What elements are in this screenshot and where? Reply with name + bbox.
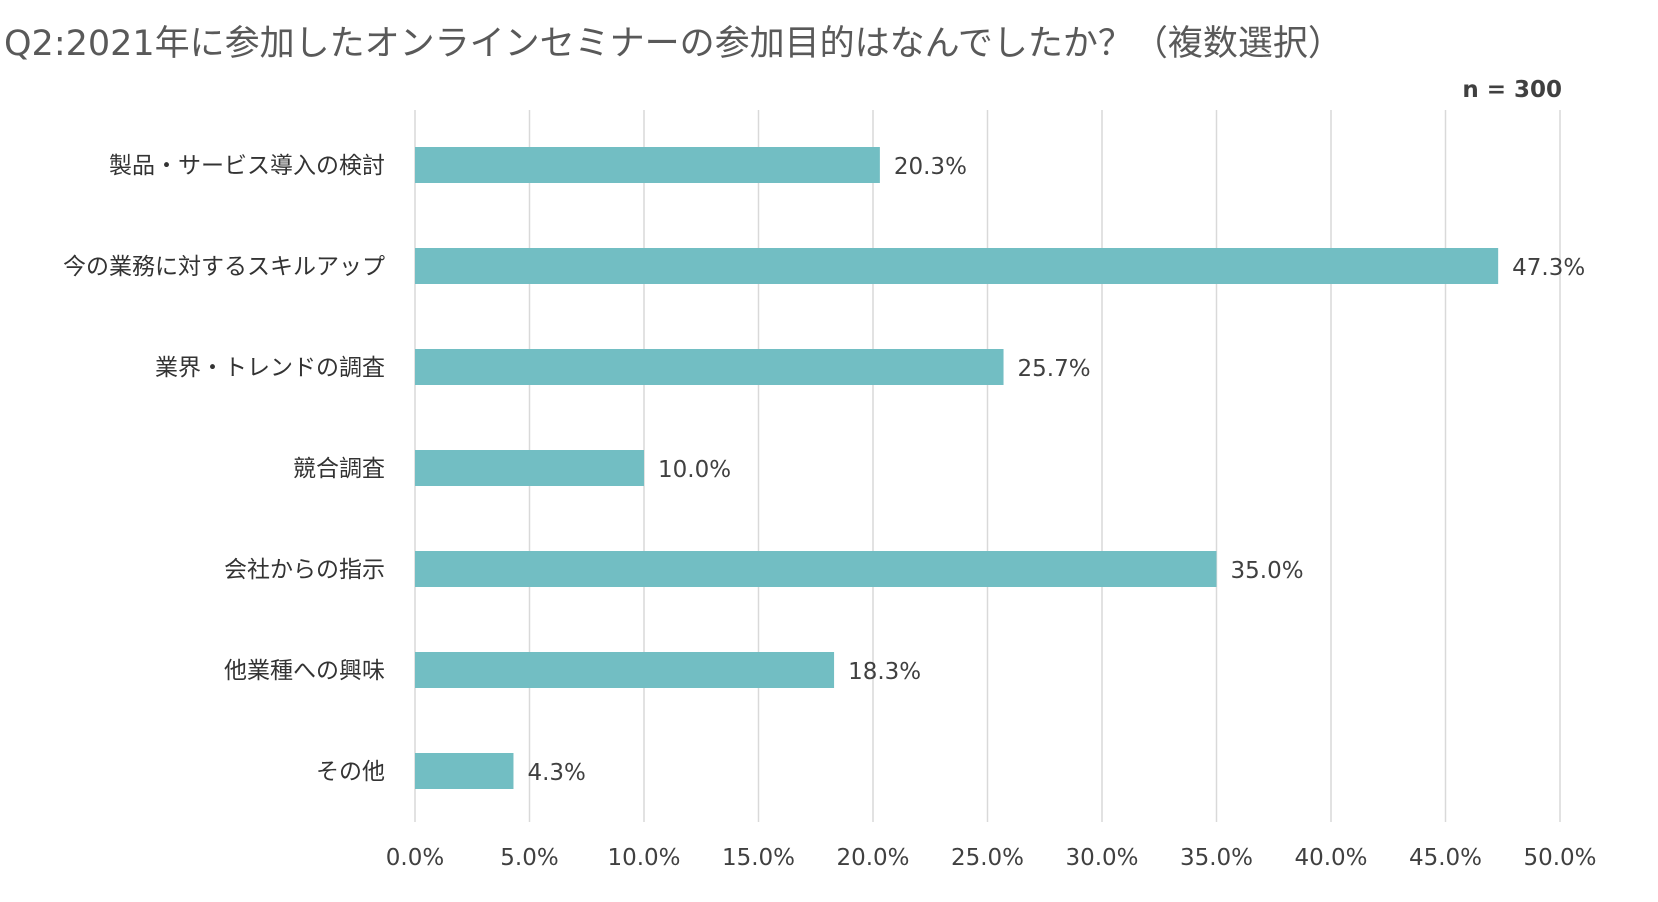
x-tick-label: 10.0% (607, 845, 680, 871)
sample-size-label: n = 300 (1462, 77, 1562, 103)
x-tick-label: 25.0% (951, 845, 1024, 871)
x-tick-label: 5.0% (500, 845, 558, 871)
x-tick-label: 40.0% (1294, 845, 1367, 871)
x-tick-label: 0.0% (386, 845, 444, 871)
category-label: 今の業務に対するスキルアップ (63, 254, 385, 280)
bar (415, 753, 514, 789)
x-tick-label: 30.0% (1065, 845, 1138, 871)
value-label: 47.3% (1512, 255, 1585, 281)
category-label: 他業種への興味 (224, 658, 385, 684)
value-label: 25.7% (1018, 356, 1091, 382)
bar (415, 147, 880, 183)
category-label: 業界・トレンドの調査 (155, 355, 385, 381)
value-label: 4.3% (527, 760, 585, 786)
category-label: 製品・サービス導入の検討 (109, 153, 385, 179)
category-label: 会社からの指示 (224, 557, 385, 583)
x-tick-label: 45.0% (1409, 845, 1482, 871)
x-tick-label: 35.0% (1180, 845, 1253, 871)
category-label: 競合調査 (293, 456, 385, 482)
x-tick-label: 20.0% (836, 845, 909, 871)
chart-title: Q2:2021年に参加したオンラインセミナーの参加目的はなんでしたか？（複数選択… (4, 24, 1343, 64)
bar (415, 652, 835, 688)
value-labels: 20.3% 47.3% 25.7% 10.0% 35.0% 18.3% 4.3% (527, 154, 1585, 786)
value-label: 18.3% (848, 659, 921, 685)
value-label: 35.0% (1231, 558, 1304, 584)
gridlines (414, 110, 1561, 822)
x-tick-label: 15.0% (722, 845, 795, 871)
x-tick-label: 50.0% (1523, 845, 1596, 871)
value-label: 20.3% (894, 154, 967, 180)
bars (415, 147, 1499, 789)
bar (415, 349, 1004, 385)
category-labels: 製品・サービス導入の検討今の業務に対するスキルアップ業界・トレンドの調査競合調査… (63, 153, 385, 785)
bar (415, 551, 1217, 587)
category-label: その他 (316, 759, 385, 785)
bar (415, 248, 1499, 284)
x-axis-tick-labels: 0.0% 5.0% 10.0% 15.0% 20.0% 25.0% 30.0% 35.0% 40… (386, 845, 1597, 871)
value-label: 10.0% (658, 457, 731, 483)
bar (415, 450, 644, 486)
